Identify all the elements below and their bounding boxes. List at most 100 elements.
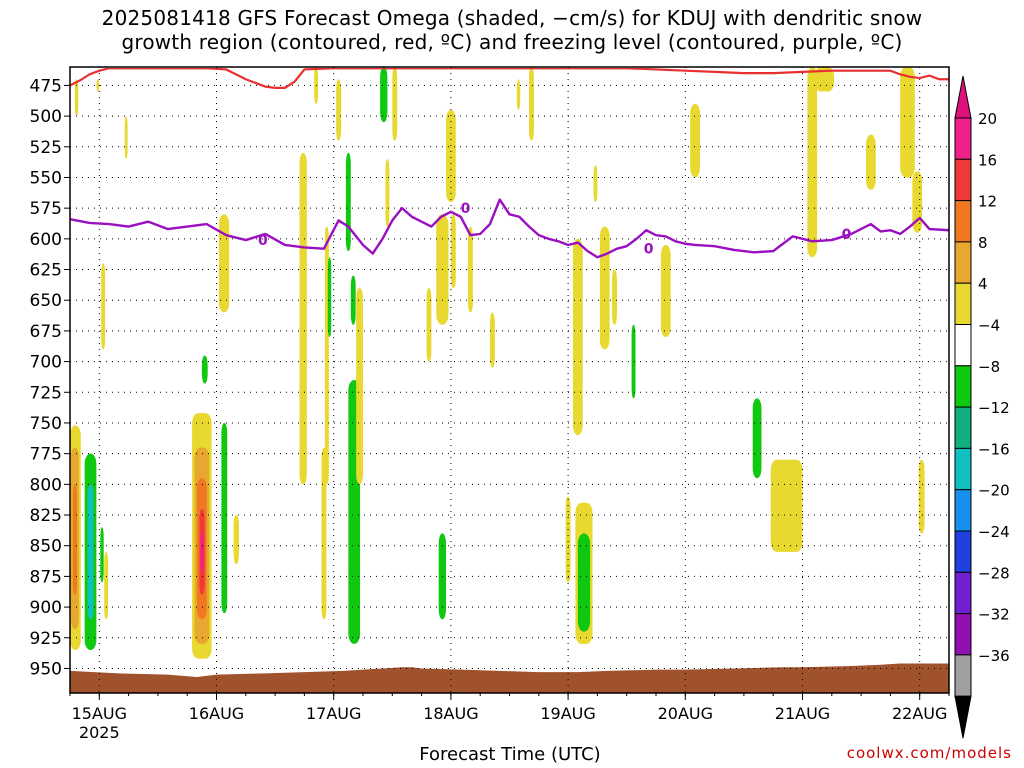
colorbar-label-3: 8 [978, 234, 988, 252]
x-tick-label-18AUG: 18AUG [423, 704, 478, 723]
y-tick-label-550: 550 [30, 168, 62, 188]
omega-region-54 [807, 67, 818, 258]
y-tick-label-675: 675 [30, 322, 62, 342]
x-tick-label-17AUG: 17AUG [306, 704, 361, 723]
colorbar-swatch-8 [954, 447, 972, 491]
colorbar-swatch-3 [954, 241, 972, 284]
y-tick-label-825: 825 [30, 506, 62, 526]
colorbar-label-10: −24 [978, 523, 1010, 541]
pressure-axis: 475 500 525 550 575 600 625 650 675 700 725 750 775 8… [30, 76, 70, 679]
omega-region-57 [900, 67, 915, 178]
omega-shading-layer [70, 67, 925, 659]
omega-region-41 [516, 79, 521, 110]
omega-region-38 [467, 226, 473, 313]
omega-region-42 [565, 496, 571, 583]
omega-region-33 [426, 287, 432, 362]
x-tick-label-21AUG: 21AUG [775, 704, 830, 723]
omega-region-17 [74, 79, 79, 117]
colorbar-swatch-2 [954, 200, 972, 243]
chart-title: 2025081418 GFS Forecast Omega (shaded, −… [0, 6, 1024, 54]
y-tick-label-800: 800 [30, 475, 62, 495]
y-tick-label-725: 725 [30, 383, 62, 403]
dendritic-growth-contour [70, 68, 949, 89]
omega-region-31 [385, 159, 390, 227]
omega-region-28 [336, 79, 342, 141]
omega-region-25 [350, 275, 356, 325]
colorbar-label-0: 20 [978, 110, 997, 128]
colorbar-swatch-10 [954, 530, 972, 573]
colorbar-label-8: −16 [978, 440, 1010, 458]
colorbar-swatch-0 [954, 117, 972, 160]
omega-region-48 [612, 269, 617, 325]
omega-region-56 [865, 134, 876, 190]
y-tick-label-900: 900 [30, 598, 62, 618]
colorbar-bottom-arrow [954, 695, 972, 739]
colorbar-label-12: −32 [978, 606, 1010, 624]
credit-text: coolwx.com/models [846, 744, 1012, 762]
y-tick-label-850: 850 [30, 537, 62, 557]
colorbar-label-13: −36 [978, 647, 1010, 665]
omega-colorbar: 20 16 12 8 4 −4 −8 −12 −16 −20 −24 −28 −32 −36 [954, 75, 1010, 739]
omega-region-2 [72, 484, 77, 595]
colorbar-swatch-1 [954, 158, 972, 202]
y-tick-label-650: 650 [30, 291, 62, 311]
omega-region-19 [124, 116, 128, 160]
omega-region-14 [233, 515, 239, 565]
colorbar-swatch-5 [954, 324, 972, 367]
colorbar-label-9: −20 [978, 482, 1010, 500]
colorbar-swatch-4 [954, 282, 972, 326]
y-tick-label-625: 625 [30, 261, 62, 281]
colorbar-top-arrow [954, 75, 972, 119]
x-tick-label-22AUG: 22AUG [892, 704, 947, 723]
omega-region-18 [96, 79, 100, 92]
colorbar-label-5: −4 [978, 317, 1000, 335]
colorbar-swatch-11 [954, 571, 972, 615]
y-tick-label-925: 925 [30, 629, 62, 649]
y-tick-label-750: 750 [30, 414, 62, 434]
colorbar-label-2: 12 [978, 193, 997, 211]
omega-region-40 [529, 67, 534, 141]
colorbar-label-1: 16 [978, 151, 997, 169]
x-tick-label-15AUG: 15AUG [72, 704, 127, 723]
chart-title-line-1: 2025081418 GFS Forecast Omega (shaded, −… [101, 6, 923, 30]
omega-region-16 [101, 263, 106, 350]
colorbar-label-6: −8 [978, 358, 1000, 376]
colorbar-swatch-6 [954, 365, 972, 408]
omega-region-55 [814, 67, 835, 92]
omega-region-46 [593, 165, 598, 203]
dendritic-growth-contour-layer [70, 68, 949, 89]
y-tick-label-775: 775 [30, 445, 62, 465]
colorbar-label-11: −28 [978, 564, 1010, 582]
omega-region-5 [100, 527, 104, 583]
omega-region-52 [752, 398, 762, 479]
omega-region-59 [918, 459, 925, 534]
colorbar-label-7: −12 [978, 399, 1010, 417]
colorbar-swatch-12 [954, 613, 972, 656]
omega-region-30 [380, 67, 388, 123]
freezing-level-label-2: 0 [644, 242, 654, 258]
omega-region-4 [87, 484, 94, 620]
colorbar-swatch-7 [954, 406, 972, 449]
omega-region-53 [770, 459, 803, 552]
freezing-level-contour [69, 198, 950, 259]
x-tick-label-20AUG: 20AUG [658, 704, 713, 723]
y-tick-label-950: 950 [30, 659, 62, 679]
colorbar-label-4: 4 [978, 275, 988, 293]
omega-region-37 [450, 214, 456, 288]
terrain-surface-layer [70, 663, 949, 693]
y-tick-label-575: 575 [30, 199, 62, 219]
omega-region-34 [446, 109, 456, 203]
omega-region-45 [577, 533, 591, 632]
omega-region-43 [572, 238, 583, 436]
omega-region-27 [356, 287, 363, 485]
colorbar-swatch-13 [954, 654, 972, 697]
y-tick-label-875: 875 [30, 567, 62, 587]
omega-region-23 [327, 257, 332, 338]
y-tick-label-475: 475 [30, 76, 62, 96]
x-tick-sublabel-year: 2025 [79, 723, 120, 742]
freezing-level-label-0: 0 [258, 233, 268, 249]
y-tick-label-700: 700 [30, 353, 62, 373]
omega-region-20 [299, 152, 307, 485]
